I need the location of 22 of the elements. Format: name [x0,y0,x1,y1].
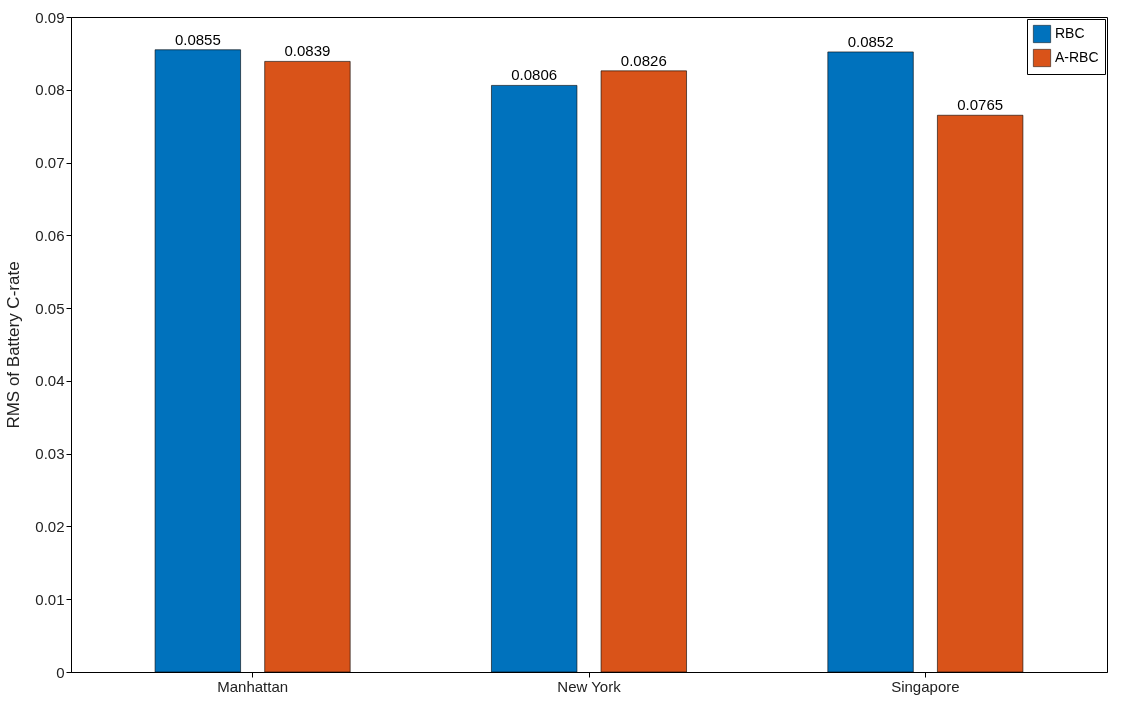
y-tick-label: 0.09 [35,8,65,26]
y-tick-label: 0.07 [35,154,65,172]
y-tick-label: 0.06 [35,226,65,244]
y-axis-title: RMS of Battery C-rate [4,261,24,429]
data-label: 0.0826 [620,51,667,69]
data-label: 0.0855 [174,30,221,48]
data-label: 0.0839 [284,42,331,60]
x-tick-label: Singapore [891,677,960,695]
data-label: 0.0765 [957,96,1004,114]
x-tick-label: Manhattan [217,677,289,695]
y-tick-label: 0.02 [35,517,65,535]
legend-label: A-RBC [1055,49,1099,65]
y-tick-label: 0.01 [35,590,65,608]
y-tick-label: 0.04 [35,372,65,390]
y-tick-label: 0.08 [35,81,65,99]
y-tick-label: 0.03 [35,445,65,463]
y-tick-label: 0 [56,663,65,681]
data-label: 0.0852 [847,32,894,50]
x-tick-label: New York [557,677,622,695]
legend-label: RBC [1055,25,1085,41]
data-label: 0.0806 [511,66,558,84]
y-tick-label: 0.05 [35,299,65,317]
